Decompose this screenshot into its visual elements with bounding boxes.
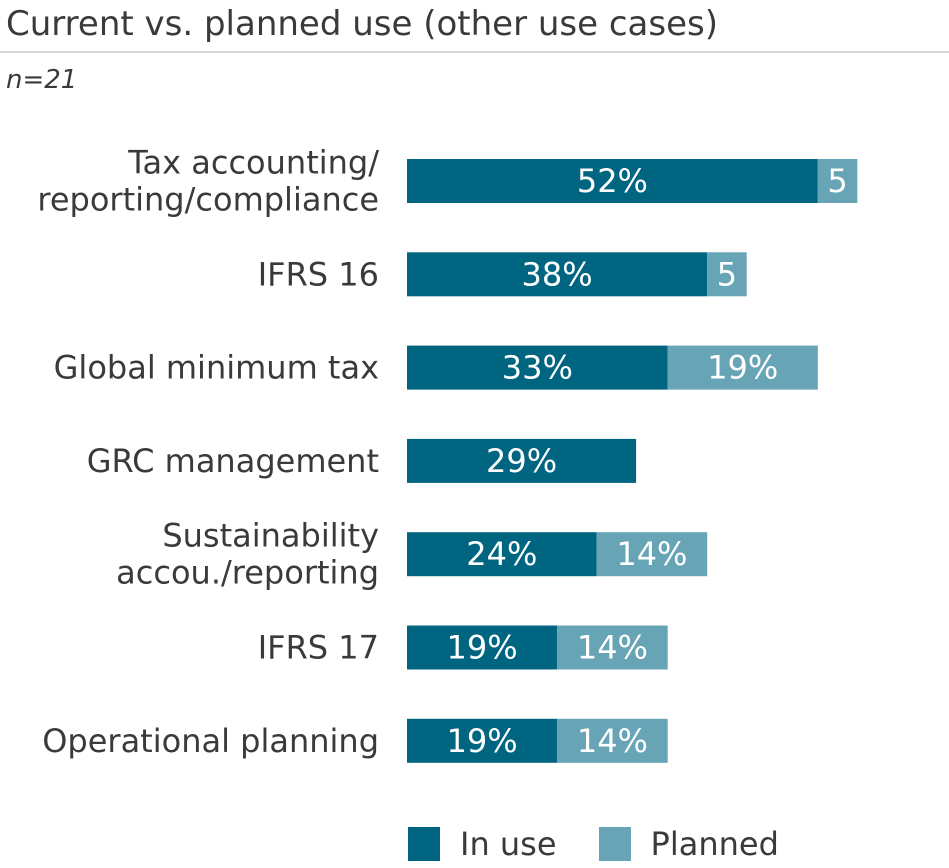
legend-label-planned: Planned	[650, 825, 779, 863]
category-label: GRC management	[87, 442, 379, 480]
bar-in-use	[407, 718, 558, 763]
category-label: Tax accounting/reporting/compliance	[37, 144, 379, 219]
legend-label-in-use: In use	[460, 825, 557, 863]
data-label-in-use: 24%	[466, 535, 537, 573]
bar-in-use	[407, 625, 558, 670]
chart-title: Current vs. planned use (other use cases…	[6, 4, 718, 44]
bar-in-use	[407, 159, 818, 203]
bar-in-use	[407, 438, 637, 483]
data-label-in-use: 38%	[522, 255, 593, 293]
data-label-planned: 5	[717, 255, 737, 293]
category-label: Global minimum tax	[54, 349, 379, 387]
legend-item-in-use: In use	[408, 825, 557, 863]
data-label-in-use: 29%	[486, 442, 557, 480]
bar-planned	[557, 625, 668, 670]
bar-planned	[667, 345, 818, 390]
category-label: IFRS 17	[258, 629, 379, 667]
bar-planned	[707, 252, 747, 297]
legend-swatch-in-use	[408, 827, 440, 861]
data-label-in-use: 19%	[446, 722, 517, 760]
chart-legend: In use Planned	[408, 825, 821, 863]
data-label-planned: 14%	[616, 535, 687, 573]
bar-planned	[817, 159, 858, 203]
bar-chart: Tax accounting/reporting/compliance 52% 5 I…	[37, 144, 858, 763]
sample-size-note: n=21	[6, 65, 78, 95]
bar-in-use	[407, 345, 668, 390]
data-label-in-use: 19%	[446, 629, 517, 667]
data-label-in-use: 52%	[577, 162, 648, 200]
data-label-planned: 14%	[577, 629, 648, 667]
bar-in-use	[407, 252, 708, 297]
data-label-planned: 14%	[577, 722, 648, 760]
category-label: IFRS 16	[258, 255, 379, 293]
category-label: Operational planning	[42, 722, 379, 760]
data-label-planned: 5	[827, 162, 847, 200]
bar-in-use	[407, 532, 597, 577]
legend-swatch-planned	[598, 827, 631, 861]
bar-planned	[596, 532, 708, 577]
category-label: Sustainability accou./reporting	[116, 517, 379, 592]
data-label-planned: 19%	[707, 349, 778, 387]
bar-planned	[557, 718, 668, 763]
legend-item-planned: Planned	[598, 825, 779, 863]
title-divider	[0, 51, 949, 53]
data-label-in-use: 33%	[502, 349, 573, 387]
